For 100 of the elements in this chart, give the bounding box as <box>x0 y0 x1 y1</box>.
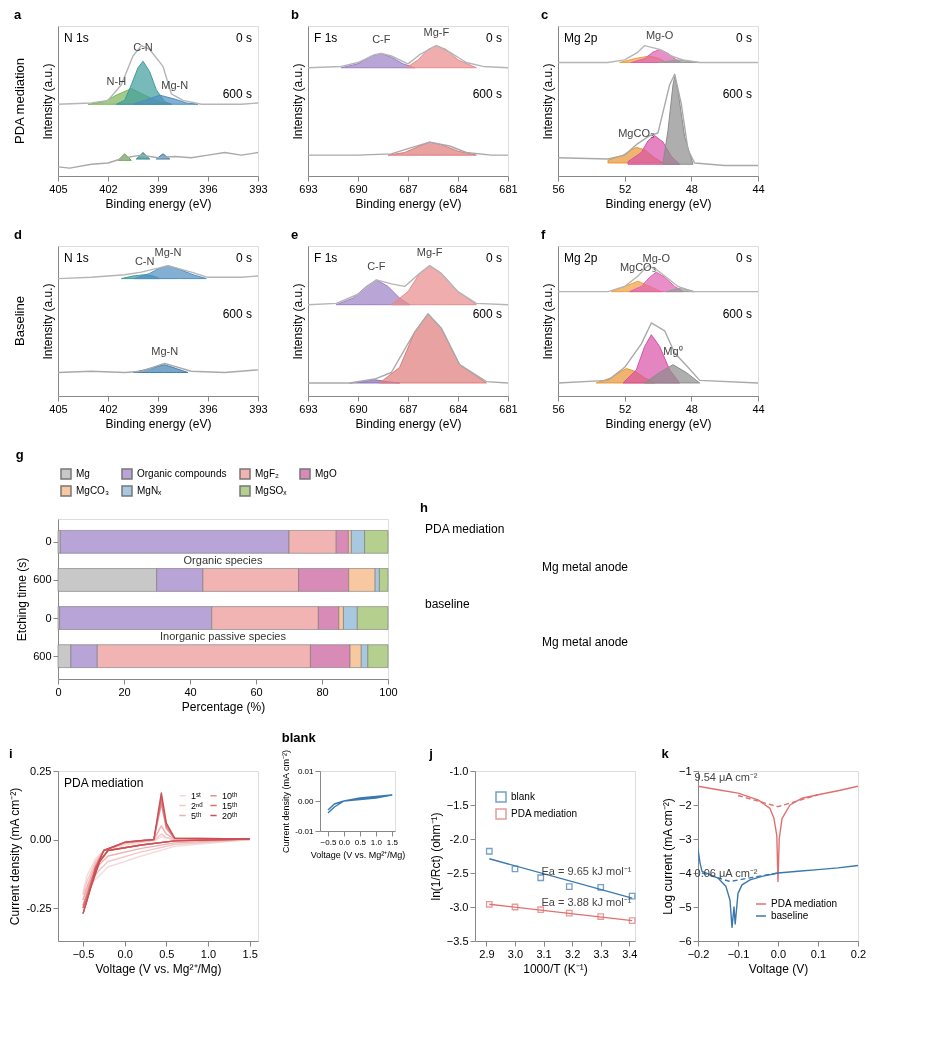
legend-label: 10ᵗʰ <box>222 790 238 801</box>
text: F 1s <box>314 31 338 45</box>
y-tick-label: −1.5 <box>446 798 469 811</box>
x-tick-label: 690 <box>349 402 368 415</box>
chart-title: e <box>291 227 299 242</box>
y-tick-label: 0.00 <box>30 833 52 846</box>
text: 0 s <box>485 251 502 265</box>
y-tick-label: −2.5 <box>446 866 469 879</box>
x-tick-label: −0.5 <box>320 837 337 847</box>
y-tick-label: -3.0 <box>449 900 469 913</box>
annotation: C-F <box>372 33 391 46</box>
x-axis-title: Percentage (%) <box>181 699 266 714</box>
legend-label: baseline <box>771 910 809 921</box>
y-tick-label: 600 <box>33 573 52 586</box>
x-tick-label: 681 <box>499 402 518 415</box>
text: Mg 2p <box>564 31 598 45</box>
y-tick-label: -1.0 <box>449 764 469 777</box>
y-tick-label: 0.25 <box>30 764 52 777</box>
x-tick-label: 402 <box>99 182 118 195</box>
text: 0 s <box>235 31 252 45</box>
chart-title: blank <box>281 730 317 746</box>
annotation: Organic species <box>183 553 263 566</box>
y-tick-label: −3 <box>678 832 692 845</box>
x-tick-label: 396 <box>199 402 218 415</box>
annotation: Mg-N <box>161 79 189 92</box>
annotation: Ea = 3.88 kJ mol⁻¹ <box>541 895 632 908</box>
legend-label: 5ᵗʰ <box>191 810 202 821</box>
chart-title: f <box>541 227 546 242</box>
legend-label: 20ᵗʰ <box>222 810 238 821</box>
x-tick-label: 0.0 <box>338 837 351 847</box>
text: 0 s <box>235 251 252 265</box>
x-tick-label: 396 <box>199 182 218 195</box>
x-tick-label: 2.9 <box>479 947 495 960</box>
x-tick-label: 0.5 <box>159 947 175 960</box>
x-axis-title: Binding energy (eV) <box>105 196 212 211</box>
y-axis-title: Current density (mA cm⁻²) <box>281 749 292 854</box>
annotation: 600 s <box>222 306 252 321</box>
y-tick-label: −3.5 <box>446 934 469 947</box>
x-tick-label: 60 <box>250 685 263 698</box>
x-tick-label: 0.1 <box>810 947 827 960</box>
annotation: Ea = 9.65 kJ mol⁻¹ <box>541 865 632 878</box>
y-axis-title: Intensity (a.u.) <box>540 283 555 360</box>
x-tick-label: 693 <box>299 402 318 415</box>
x-axis-title: Voltage (V vs. Mg²⁺/Mg) <box>310 849 406 860</box>
x-tick-label: 3.3 <box>593 947 609 960</box>
chart-title: k <box>661 746 670 761</box>
x-tick-label: −0.5 <box>72 947 95 960</box>
legend-label: Organic compounds <box>137 468 227 479</box>
x-tick-label: 48 <box>685 402 698 415</box>
y-tick-label: 0 <box>45 611 52 624</box>
x-tick-label: 44 <box>752 182 765 195</box>
y-axis-title: Intensity (a.u.) <box>290 283 305 360</box>
annotation: 600 s <box>722 86 752 101</box>
x-tick-label: 44 <box>752 402 765 415</box>
y-axis-title: ln(1/Rct) (ohm⁻¹) <box>428 812 443 901</box>
legend-label: PDA mediation <box>511 808 578 819</box>
legend-label: 15ᵗʰ <box>222 800 238 811</box>
x-axis-title: Binding energy (eV) <box>605 196 712 211</box>
x-tick-label: −0.1 <box>727 947 750 960</box>
annotation: Mg-O <box>645 29 674 42</box>
y-axis-title: Intensity (a.u.) <box>540 63 555 140</box>
y-tick-label: −6 <box>678 934 692 947</box>
x-tick-label: 0 <box>55 685 62 698</box>
x-tick-label: 100 <box>379 685 398 698</box>
x-tick-label: 80 <box>316 685 329 698</box>
x-tick-label: 3.4 <box>622 947 638 960</box>
chart-title: a <box>14 7 22 22</box>
x-tick-label: 393 <box>249 402 268 415</box>
legend-label: 2ⁿᵈ <box>191 800 204 811</box>
x-tick-label: −0.2 <box>687 947 710 960</box>
x-tick-label: 405 <box>49 182 68 195</box>
y-tick-label: −2 <box>678 798 692 811</box>
y-axis-title: Intensity (a.u.) <box>40 283 55 360</box>
x-tick-label: 1.0 <box>370 837 383 847</box>
x-tick-label: 48 <box>685 182 698 195</box>
x-axis-title: 1000/T (K⁻¹) <box>523 961 588 976</box>
x-tick-label: 402 <box>99 402 118 415</box>
annotation: Mg-O <box>642 252 671 265</box>
y-tick-label: -0.25 <box>26 901 52 914</box>
y-axis-title: Intensity (a.u.) <box>290 63 305 140</box>
legend-label: PDA mediation <box>771 898 838 909</box>
x-axis-title: Voltage (V vs. Mg²⁺/Mg) <box>95 961 222 976</box>
x-tick-label: 40 <box>184 685 197 698</box>
x-tick-label: 681 <box>499 182 518 195</box>
x-tick-label: 3.1 <box>536 947 552 960</box>
annotation: N-H <box>106 75 127 88</box>
x-tick-label: 56 <box>552 182 565 195</box>
text: F 1s <box>314 251 338 265</box>
x-tick-label: 52 <box>619 402 632 415</box>
annotation: Mg-F <box>416 245 443 258</box>
x-tick-label: 56 <box>552 402 565 415</box>
x-tick-label: 684 <box>449 182 468 195</box>
x-axis-title: Binding energy (eV) <box>355 416 462 431</box>
x-tick-label: 0.0 <box>770 947 787 960</box>
x-axis-title: Binding energy (eV) <box>355 196 462 211</box>
annotation: C-F <box>367 259 386 272</box>
y-axis-title: Intensity (a.u.) <box>40 63 55 140</box>
annotation: 600 s <box>222 86 252 101</box>
x-tick-label: 3.2 <box>564 947 581 960</box>
x-tick-label: 684 <box>449 402 468 415</box>
